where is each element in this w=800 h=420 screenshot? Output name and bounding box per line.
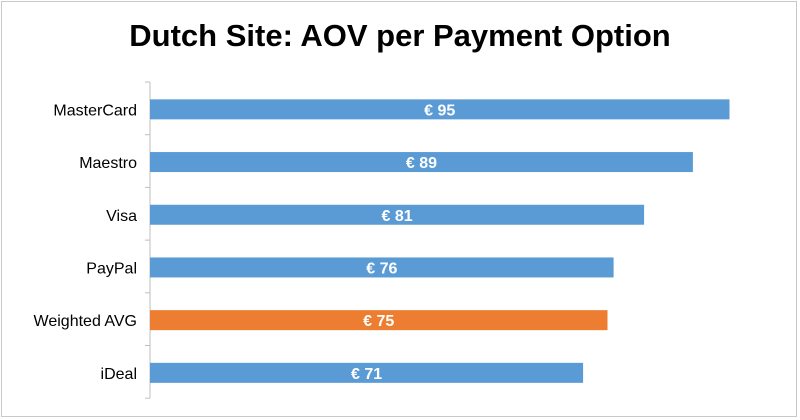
data-label: € 81 [381, 208, 412, 225]
category-label: Maestro [79, 155, 137, 172]
bar-highlight [150, 310, 608, 331]
data-label: € 76 [366, 260, 397, 277]
category-label: PayPal [86, 260, 137, 277]
data-label: € 75 [363, 313, 394, 330]
bar [150, 257, 614, 278]
chart-title: Dutch Site: AOV per Payment Option [129, 18, 671, 53]
category-label: iDeal [101, 366, 137, 383]
bar [150, 152, 693, 173]
category-label: MasterCard [53, 102, 137, 119]
bar [150, 362, 584, 383]
data-label: € 89 [406, 155, 437, 172]
bar [150, 204, 645, 225]
data-label: € 71 [351, 366, 382, 383]
category-label: Visa [106, 208, 137, 225]
bar [150, 99, 730, 120]
category-label: Weighted AVG [34, 313, 137, 330]
data-label: € 95 [424, 102, 455, 119]
